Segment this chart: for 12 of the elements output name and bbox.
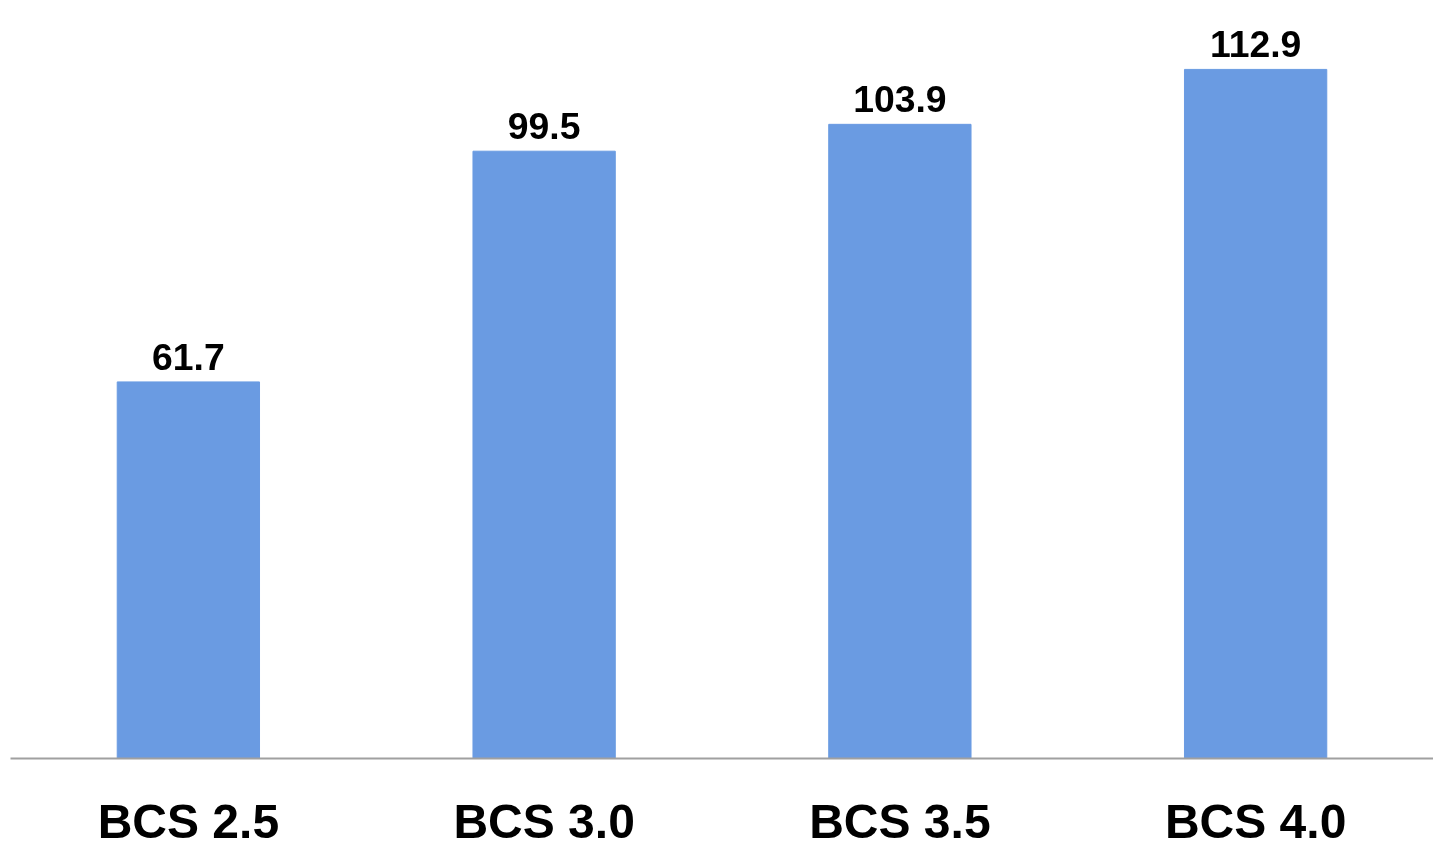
x-tick-label: BCS 3.5	[809, 794, 991, 848]
x-tick-label: BCS 4.0	[1164, 794, 1347, 848]
bar	[828, 123, 972, 759]
data-label: 99.5	[507, 105, 581, 148]
bar	[116, 381, 261, 759]
bar	[472, 150, 616, 759]
x-tick-label: BCS 2.5	[97, 794, 280, 848]
data-label: 103.9	[853, 78, 947, 121]
x-tick-label: BCS 3.0	[453, 794, 635, 848]
bar	[1183, 68, 1328, 759]
data-label: 112.9	[1209, 23, 1302, 66]
data-label: 61.7	[152, 335, 225, 378]
